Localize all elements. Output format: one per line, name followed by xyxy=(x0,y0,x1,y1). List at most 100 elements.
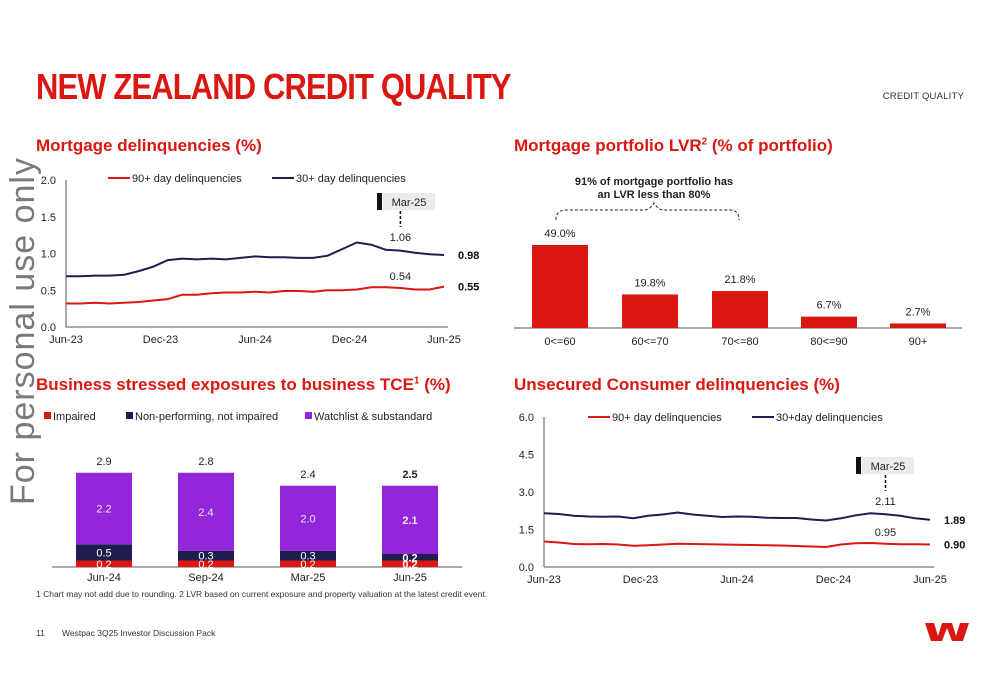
mortgage-lvr-callout-brace xyxy=(555,201,740,221)
mortgage-lvr-bar xyxy=(801,316,857,328)
mortgage-lvr-category-label: 80<=90 xyxy=(810,336,847,348)
footnote: 1 Chart may not add due to rounding. 2 L… xyxy=(36,589,488,599)
mortgage-delinquencies-x-tick-label: Jun-24 xyxy=(238,334,272,346)
mortgage-lvr-bar xyxy=(532,245,588,328)
business-stressed-legend-swatch xyxy=(305,412,312,419)
mortgage-delinquencies-legend-label: 90+ day delinquencies xyxy=(132,173,242,185)
business-stressed-legend-label: Non-performing, not impaired xyxy=(135,411,278,423)
business-stressed-segment-label: 0.2 xyxy=(300,559,315,571)
mortgage-delinquencies-annotation-value-90plus: 0.54 xyxy=(390,271,411,283)
unsecured-delinquencies-x-tick-label: Jun-24 xyxy=(720,574,754,586)
business-stressed-category-label: Jun-24 xyxy=(87,572,121,584)
business-stressed-bar-segment xyxy=(280,560,336,567)
business-stressed-title-tail: (%) xyxy=(419,375,451,394)
mortgage-delinquencies-chart: 0.0 0.5 1.0 1.5 2.0 Jun-23 Dec-23 Jun-24 Dec-24 J… xyxy=(41,173,480,346)
business-stressed-legend-swatch xyxy=(44,412,51,419)
mortgage-lvr-bar xyxy=(890,323,946,328)
mortgage-delinquencies-y-tick-label: 1.5 xyxy=(41,212,56,224)
unsecured-delinquencies-annotation-label: Mar-25 xyxy=(871,461,906,473)
unsecured-delinquencies-legend-label: 30+day delinquencies xyxy=(776,412,883,424)
business-stressed-bar-segment xyxy=(280,550,336,561)
business-stressed-segment-label: 2.1 xyxy=(402,515,417,527)
mortgage-delinquencies-x-tick-label: Dec-23 xyxy=(143,334,178,346)
business-stressed-segment-label: 0.2 xyxy=(198,559,213,571)
business-stressed-bar-segment xyxy=(178,550,234,561)
mortgage-lvr-value-label: 19.8% xyxy=(634,277,665,289)
unsecured-delinquencies-series-line-90plus xyxy=(543,540,931,549)
business-stressed-bar-segment xyxy=(382,554,438,561)
business-stressed-segment-label: 2.0 xyxy=(300,513,315,525)
unsecured-delinquencies-legend-label: 90+ day delinquencies xyxy=(612,412,722,424)
mortgage-lvr-category-label: 0<=60 xyxy=(544,336,575,348)
mortgage-lvr-value-label: 49.0% xyxy=(544,228,575,240)
mortgage-delinquencies-y-tick-label: 0.0 xyxy=(41,322,56,334)
mortgage-delinquencies-annotation-marker xyxy=(377,193,382,210)
unsecured-delinquencies-y-tick-label: 6.0 xyxy=(519,412,534,424)
mortgage-lvr-callout-line2: an LVR less than 80% xyxy=(598,189,711,201)
mortgage-delinquencies-y-tick-label: 1.0 xyxy=(41,249,56,261)
mortgage-lvr-chart: 49.0% 0<=60 19.8% 60<=70 21.8% 70<=80 6.7% 80<=… xyxy=(514,176,962,348)
unsecured-delinquencies-chart: 0.0 1.5 3.0 4.5 6.0 Jun-23 Dec-23 Jun-24 Dec-24 J… xyxy=(519,412,966,586)
mortgage-lvr-value-label: 21.8% xyxy=(724,274,755,286)
business-stressed-title: Business stressed exposures to business … xyxy=(36,375,451,395)
mortgage-lvr-category-label: 90+ xyxy=(909,336,928,348)
business-stressed-segment-label: 2.4 xyxy=(198,507,213,519)
mortgage-delinquencies-x-tick-label: Jun-25 xyxy=(427,334,461,346)
business-stressed-bar-segment xyxy=(382,560,438,567)
business-stressed-segment-label: 0.2 xyxy=(96,559,111,571)
mortgage-lvr-title-tail: (% of portfolio) xyxy=(707,136,833,155)
unsecured-delinquencies-x-tick-label: Jun-25 xyxy=(913,574,947,586)
business-stressed-category-label: Mar-25 xyxy=(291,572,326,584)
westpac-logo-icon xyxy=(925,623,969,641)
business-stressed-category-label: Jun-25 xyxy=(393,572,427,584)
business-stressed-title-text: Business stressed exposures to business … xyxy=(36,375,414,394)
business-stressed-bar-segment xyxy=(178,560,234,567)
unsecured-delinquencies-y-tick-label: 0.0 xyxy=(519,562,534,574)
unsecured-delinquencies-annotation-box xyxy=(862,457,914,474)
business-stressed-legend-label: Impaired xyxy=(53,411,96,423)
mortgage-delinquencies-end-label-30plus: 0.98 xyxy=(458,250,479,262)
mortgage-lvr-bar xyxy=(622,294,678,328)
mortgage-lvr-category-label: 60<=70 xyxy=(631,336,668,348)
business-stressed-bar-segment xyxy=(76,560,132,567)
business-stressed-segment-label: 0.3 xyxy=(300,551,315,563)
business-stressed-bar-segment xyxy=(382,485,438,554)
business-stressed-legend-swatch xyxy=(126,412,133,419)
business-stressed-total-label: 2.5 xyxy=(402,469,417,481)
unsecured-delinquencies-title: Unsecured Consumer delinquencies (%) xyxy=(514,375,840,394)
unsecured-delinquencies-x-tick-label: Dec-24 xyxy=(816,574,851,586)
mortgage-delinquencies-annotation-label: Mar-25 xyxy=(392,197,427,209)
mortgage-lvr-title-text: Mortgage portfolio LVR xyxy=(514,136,702,155)
business-stressed-segment-label: 2.2 xyxy=(96,504,111,516)
mortgage-lvr-title: Mortgage portfolio LVR2 (% of portfolio) xyxy=(514,136,833,156)
unsecured-delinquencies-series-line-30plus xyxy=(543,511,931,522)
unsecured-delinquencies-y-tick-label: 4.5 xyxy=(519,450,534,462)
business-stressed-segment-label: 0.3 xyxy=(198,551,213,563)
mortgage-delinquencies-legend-label: 30+ day delinquencies xyxy=(296,173,406,185)
unsecured-delinquencies-end-label-90plus: 0.90 xyxy=(944,540,965,552)
document-name: Westpac 3Q25 Investor Discussion Pack xyxy=(62,628,216,638)
mortgage-delinquencies-series-line-90plus xyxy=(66,285,445,305)
business-stressed-segment-label: 0.2 xyxy=(402,559,417,571)
business-stressed-segment-label: 0.5 xyxy=(96,547,111,559)
watermark: For personal use only xyxy=(4,157,42,505)
business-stressed-legend-label: Watchlist & substandard xyxy=(314,411,432,423)
unsecured-delinquencies-y-tick-label: 3.0 xyxy=(519,487,534,499)
mortgage-delinquencies-x-tick-label: Dec-24 xyxy=(332,334,367,346)
unsecured-delinquencies-y-tick-label: 1.5 xyxy=(519,525,534,537)
unsecured-delinquencies-x-tick-label: Jun-23 xyxy=(527,574,561,586)
business-stressed-title-footnote: 1 xyxy=(413,375,420,387)
business-stressed-chart: Impaired Non-performing, not impaired Watc… xyxy=(44,411,462,584)
business-stressed-category-label: Sep-24 xyxy=(188,572,223,584)
mortgage-delinquencies-y-tick-label: 0.5 xyxy=(41,285,56,297)
unsecured-delinquencies-annotation-value-90plus: 0.95 xyxy=(875,527,896,539)
unsecured-delinquencies-end-label-30plus: 1.89 xyxy=(944,515,965,527)
section-label: CREDIT QUALITY xyxy=(882,91,964,102)
mortgage-delinquencies-end-label-90plus: 0.55 xyxy=(458,282,479,294)
mortgage-delinquencies-series-line-30plus xyxy=(66,241,445,278)
unsecured-delinquencies-x-tick-label: Dec-23 xyxy=(623,574,658,586)
unsecured-delinquencies-annotation-value-30plus: 2.11 xyxy=(875,496,896,508)
unsecured-delinquencies-annotation-marker xyxy=(856,457,861,474)
business-stressed-bar-segment xyxy=(76,544,132,561)
mortgage-delinquencies-title: Mortgage delinquencies (%) xyxy=(36,136,262,155)
